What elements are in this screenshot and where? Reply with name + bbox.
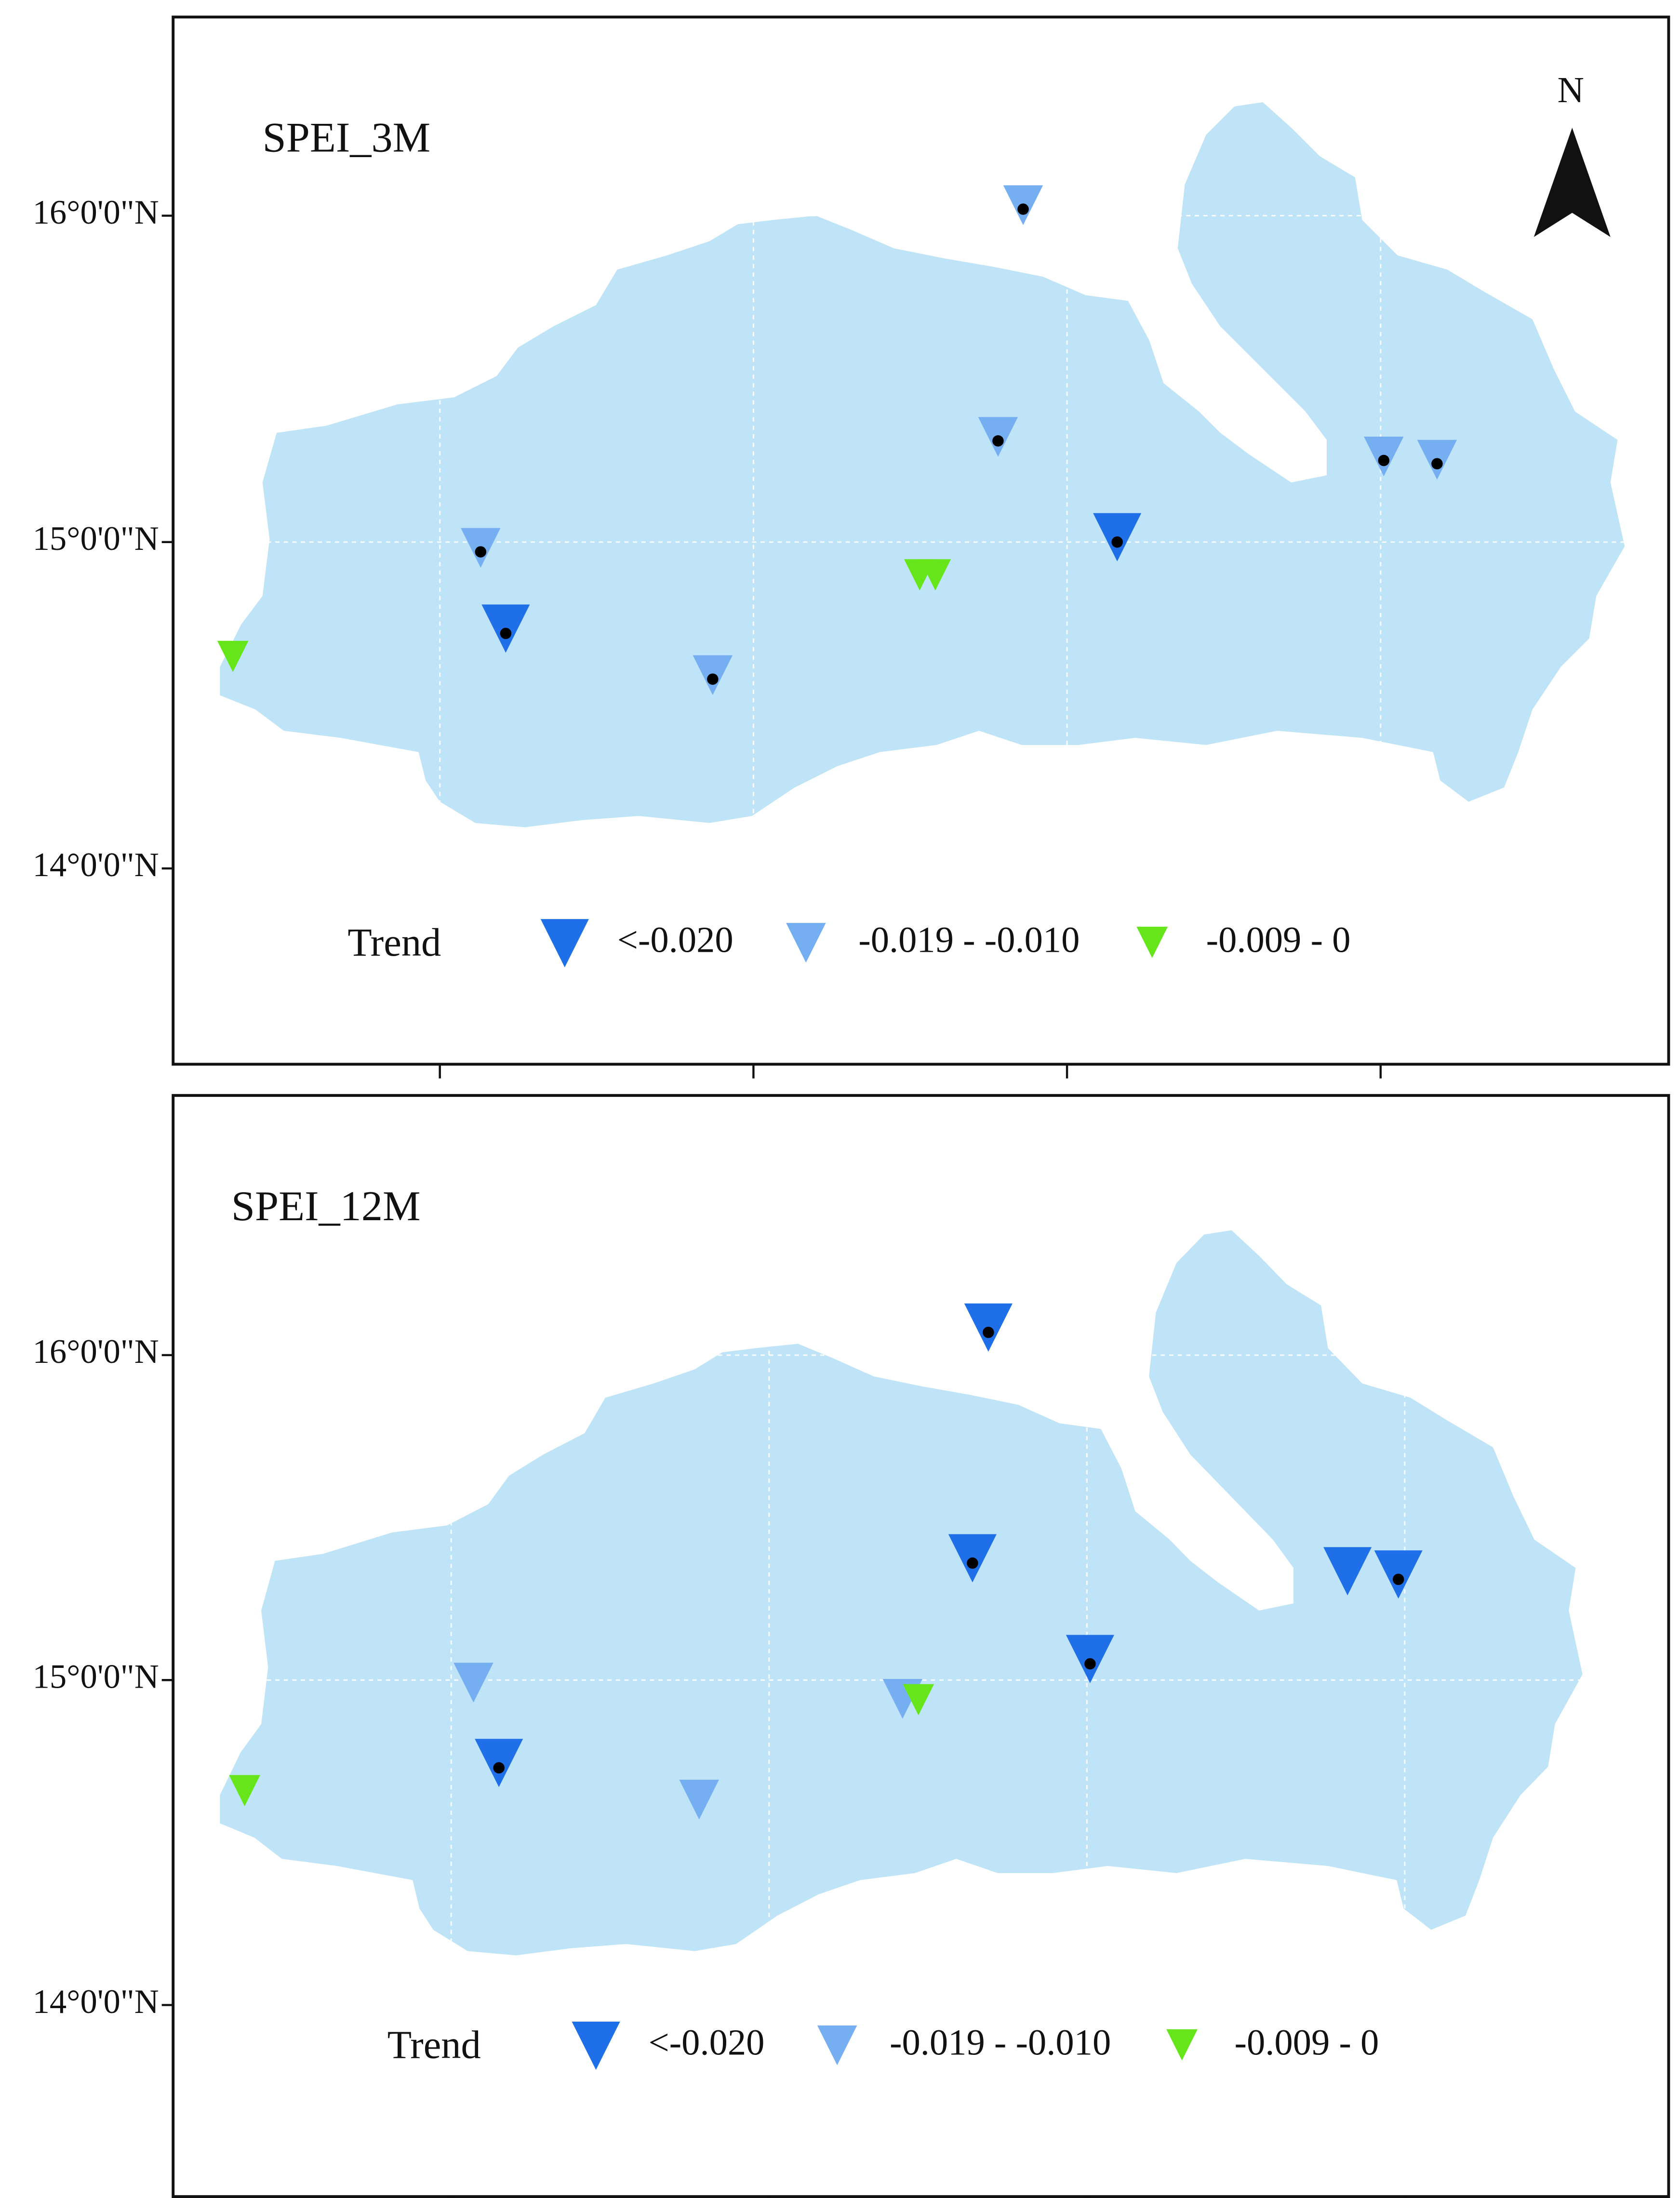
lat-tick-label: 16°0'0"N: [33, 1333, 159, 1371]
station-dot: [992, 435, 1004, 447]
lat-tick-label: 16°0'0"N: [33, 194, 159, 231]
station-dot: [1111, 536, 1123, 548]
station-marker: [1323, 1547, 1372, 1596]
station-dot: [1431, 458, 1443, 470]
north-arrow: N: [1533, 69, 1611, 237]
legend-label: -0.009 - 0: [1206, 919, 1351, 960]
legend-title: Trend: [387, 2023, 481, 2067]
legend-symbol: [1136, 927, 1168, 958]
lat-tick-label: 14°0'0"N: [33, 1983, 159, 2021]
legend-title: Trend: [347, 920, 441, 964]
panel-title: SPEI_12M: [231, 1183, 421, 1230]
north-label: N: [1558, 69, 1584, 110]
legend-label: -0.009 - 0: [1235, 2022, 1379, 2063]
legend-symbol: [540, 919, 589, 968]
lat-tick-label: 15°0'0"N: [33, 520, 159, 558]
legend-label: <-0.020: [649, 2022, 765, 2063]
legend-label: -0.019 - -0.010: [858, 919, 1080, 960]
station-dot: [967, 1557, 978, 1569]
station-marker: [229, 1775, 260, 1807]
legend-label: <-0.020: [617, 919, 733, 960]
station-marker: [903, 1684, 934, 1716]
station-marker: [217, 640, 249, 672]
station-dot: [1017, 203, 1029, 215]
legend-symbol: [1166, 2029, 1198, 2061]
basin: [220, 1230, 1583, 1956]
station-dot: [493, 1762, 505, 1774]
basin: [220, 102, 1625, 827]
station-dot: [500, 627, 512, 639]
legend-symbol: [572, 2022, 620, 2070]
station-dot: [1378, 454, 1390, 466]
station-dot: [983, 1327, 994, 1338]
panel-frame: [172, 15, 1670, 1066]
legend-symbol: [786, 923, 826, 963]
station-dot: [707, 673, 719, 685]
station-marker: [679, 1780, 719, 1820]
station-dot: [1392, 1573, 1404, 1585]
lat-tick-label: 14°0'0"N: [33, 846, 159, 884]
panel-frame: [172, 1094, 1670, 2198]
station-dot: [475, 546, 487, 558]
station-marker: [453, 1663, 493, 1703]
station-marker: [920, 559, 951, 591]
north-arrow-shape: [1533, 128, 1611, 237]
station-dot: [1084, 1658, 1096, 1670]
lat-tick-label: 15°0'0"N: [33, 1658, 159, 1695]
legend-label: -0.019 - -0.010: [890, 2022, 1111, 2063]
legend-symbol: [817, 2025, 857, 2065]
panel-title: SPEI_3M: [263, 114, 430, 161]
